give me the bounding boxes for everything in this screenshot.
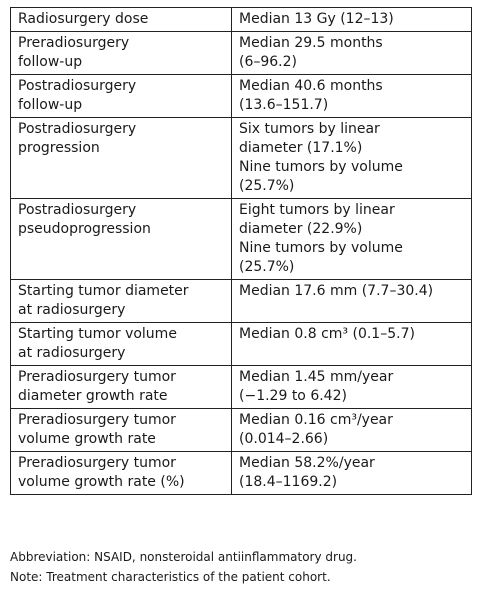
row-value-line: Median 13 Gy (12–13) — [239, 11, 394, 27]
row-value-line: (−1.29 to 6.42) — [239, 388, 347, 404]
row-label-line: progression — [18, 140, 100, 156]
row-label-line: diameter growth rate — [18, 388, 168, 404]
row-label-line: Starting tumor diameter — [18, 283, 189, 299]
row-value-cell: Median 17.6 mm (7.7–30.4) — [231, 279, 472, 323]
row-value-line: Median 0.16 cm³/year — [239, 412, 393, 428]
table-row: Starting tumor diameter at radiosurgery … — [10, 279, 472, 323]
row-label-line: Starting tumor volume — [18, 326, 177, 342]
row-label-line: volume growth rate (%) — [18, 474, 185, 490]
row-value-line: (25.7%) — [239, 178, 295, 194]
document: Radiosurgery dose Median 13 Gy (12–13) P… — [10, 7, 472, 495]
row-value-line: diameter (17.1%) — [239, 140, 363, 156]
row-value-cell: Median 0.8 cm³ (0.1–5.7) — [231, 322, 472, 366]
row-value-line: (25.7%) — [239, 259, 295, 275]
table-row: Postradiosurgery pseudoprogression Eight… — [10, 198, 472, 280]
row-value-cell: Median 40.6 months (13.6–151.7) — [231, 74, 472, 118]
row-value-line: Median 29.5 months — [239, 35, 383, 51]
row-label-cell: Postradiosurgery follow-up — [10, 74, 232, 118]
row-label-cell: Starting tumor volume at radiosurgery — [10, 322, 232, 366]
row-label-cell: Preradiosurgery tumor diameter growth ra… — [10, 365, 232, 409]
row-value-cell: Median 0.16 cm³/year (0.014–2.66) — [231, 408, 472, 452]
row-label-line: at radiosurgery — [18, 302, 126, 318]
row-label-line: Postradiosurgery — [18, 121, 137, 137]
row-value-line: Nine tumors by volume — [239, 159, 403, 175]
row-value-line: (13.6–151.7) — [239, 97, 329, 113]
table-row: Starting tumor volume at radiosurgery Me… — [10, 322, 472, 366]
row-value-line: Eight tumors by linear — [239, 202, 395, 218]
row-value-line: (18.4–1169.2) — [239, 474, 338, 490]
row-value-cell: Median 29.5 months (6–96.2) — [231, 31, 472, 75]
row-label-cell: Preradiosurgery follow-up — [10, 31, 232, 75]
row-value-cell: Median 58.2%/year (18.4–1169.2) — [231, 451, 472, 495]
row-label-cell: Postradiosurgery progression — [10, 117, 232, 199]
table-row: Preradiosurgery tumor volume growth rate… — [10, 451, 472, 495]
data-table: Radiosurgery dose Median 13 Gy (12–13) P… — [10, 7, 472, 495]
row-label-line: pseudoprogression — [18, 221, 151, 237]
table-row: Preradiosurgery tumor diameter growth ra… — [10, 365, 472, 409]
row-label-cell: Radiosurgery dose — [10, 7, 232, 32]
row-value-line: Median 17.6 mm (7.7–30.4) — [239, 283, 434, 299]
row-value-line: (0.014–2.66) — [239, 431, 329, 447]
row-label-cell: Preradiosurgery tumor volume growth rate — [10, 408, 232, 452]
table-row: Radiosurgery dose Median 13 Gy (12–13) — [10, 7, 472, 32]
row-label-cell: Preradiosurgery tumor volume growth rate… — [10, 451, 232, 495]
row-label-line: Postradiosurgery — [18, 202, 137, 218]
abbreviation-note: Abbreviation: NSAID, nonsteroidal antiin… — [10, 550, 357, 564]
row-label-line: Preradiosurgery tumor — [18, 455, 176, 471]
row-value-line: diameter (22.9%) — [239, 221, 363, 237]
row-value-cell: Median 1.45 mm/year (−1.29 to 6.42) — [231, 365, 472, 409]
table-footnotes: Abbreviation: NSAID, nonsteroidal antiin… — [10, 547, 470, 587]
row-label-line: Preradiosurgery tumor — [18, 412, 176, 428]
row-value-cell: Eight tumors by linear diameter (22.9%) … — [231, 198, 472, 280]
row-label-cell: Starting tumor diameter at radiosurgery — [10, 279, 232, 323]
row-label-line: volume growth rate — [18, 431, 156, 447]
row-value-line: Median 40.6 months — [239, 78, 383, 94]
row-value-line: Nine tumors by volume — [239, 240, 403, 256]
row-label-line: Preradiosurgery — [18, 35, 130, 51]
row-label-line: follow-up — [18, 54, 83, 70]
row-value-cell: Six tumors by linear diameter (17.1%) Ni… — [231, 117, 472, 199]
row-value-line: (6–96.2) — [239, 54, 298, 70]
row-value-cell: Median 13 Gy (12–13) — [231, 7, 472, 32]
row-label-line: Radiosurgery dose — [18, 11, 149, 27]
row-value-line: Median 1.45 mm/year — [239, 369, 394, 385]
table-row: Postradiosurgery follow-up Median 40.6 m… — [10, 74, 472, 118]
treatment-note: Note: Treatment characteristics of the p… — [10, 570, 331, 584]
row-label-line: at radiosurgery — [18, 345, 126, 361]
row-label-line: Preradiosurgery tumor — [18, 369, 176, 385]
table-row: Preradiosurgery follow-up Median 29.5 mo… — [10, 31, 472, 75]
table-row: Preradiosurgery tumor volume growth rate… — [10, 408, 472, 452]
row-label-line: Postradiosurgery — [18, 78, 137, 94]
table-row: Postradiosurgery progression Six tumors … — [10, 117, 472, 199]
row-value-line: Median 58.2%/year — [239, 455, 375, 471]
row-value-line: Six tumors by linear — [239, 121, 380, 137]
row-label-line: follow-up — [18, 97, 83, 113]
row-label-cell: Postradiosurgery pseudoprogression — [10, 198, 232, 280]
row-value-line: Median 0.8 cm³ (0.1–5.7) — [239, 326, 415, 342]
